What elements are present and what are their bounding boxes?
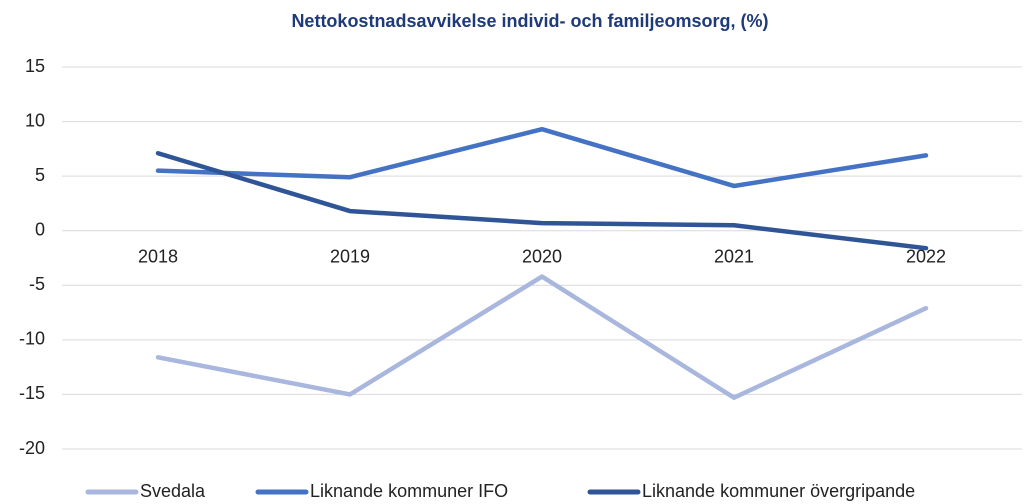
x-tick-label: 2022 [906, 246, 946, 266]
x-tick-label: 2018 [138, 246, 178, 266]
legend-label: Liknande kommuner övergripande [642, 481, 915, 501]
series-line [155, 150, 929, 251]
legend-label: Svedala [140, 481, 206, 501]
y-tick-label: -5 [29, 274, 45, 294]
y-tick-label: 5 [35, 165, 45, 185]
y-tick-label: -15 [19, 383, 45, 403]
x-tick-label: 2021 [714, 246, 754, 266]
legend-label: Liknande kommuner IFO [310, 481, 508, 501]
y-tick-label: 0 [35, 219, 45, 239]
series-line [155, 126, 929, 189]
x-tick-label: 2020 [522, 246, 562, 266]
x-tick-label: 2019 [330, 246, 370, 266]
series-line [155, 274, 929, 400]
chart-title: Nettokostnadsavvikelse individ- och fami… [291, 11, 768, 31]
y-tick-label: -10 [19, 329, 45, 349]
y-tick-label: 15 [25, 56, 45, 76]
y-tick-label: 10 [25, 110, 45, 130]
y-tick-label: -20 [19, 438, 45, 458]
